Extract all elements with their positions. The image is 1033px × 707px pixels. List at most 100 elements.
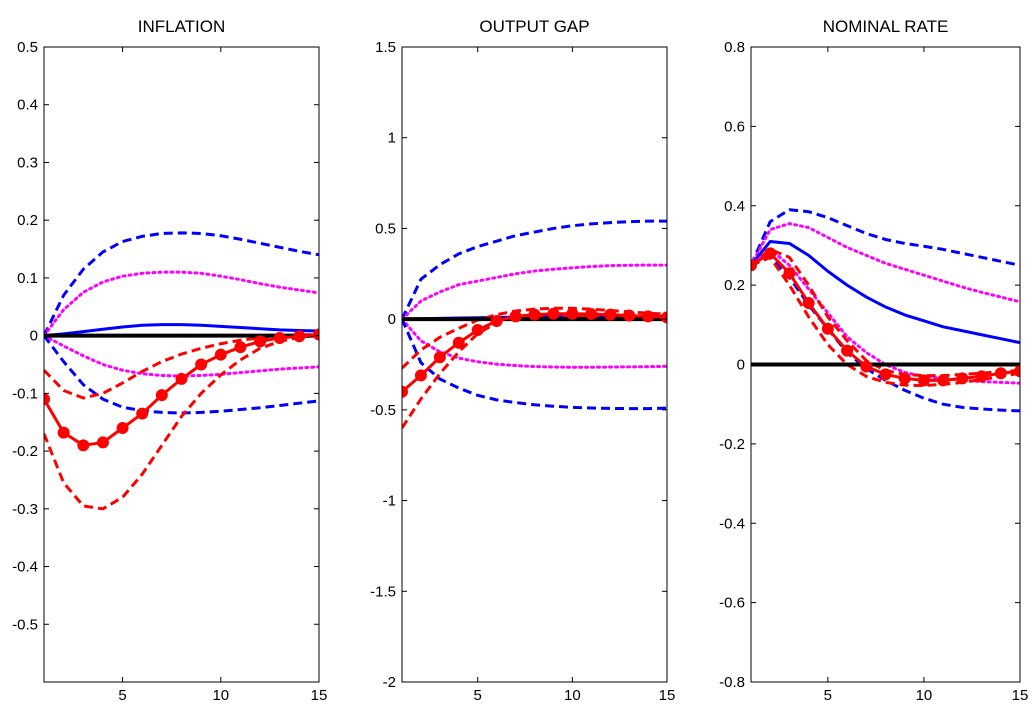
axis-ticks: 5 10 15 -2 -1.5 -1 -0.5 0 0.5 1 1.5 (370, 39, 675, 704)
y-tick-label: 0.5 (375, 220, 396, 237)
data-point-marker (937, 374, 950, 387)
data-point-marker (585, 308, 598, 321)
data-point-marker (136, 407, 149, 420)
data-point-marker (860, 360, 873, 373)
data-point-marker (802, 296, 815, 309)
data-point-marker (1014, 365, 1020, 378)
series-line-1 (751, 208, 1020, 267)
chart-panel-inflation: INFLATION 5 10 15 -0.5 -0.4 -0.3 -0.2 -0.1 0 0.1 0… (12, 17, 327, 704)
x-tick-label: 15 (311, 687, 328, 704)
data-point-marker (917, 374, 930, 387)
y-tick-label: 0.2 (724, 277, 745, 294)
y-tick-label: -0.8 (719, 674, 745, 691)
plot-area (44, 231, 319, 511)
data-point-marker (975, 370, 988, 383)
data-point-marker (293, 330, 306, 343)
y-tick-label: -0.3 (12, 501, 38, 518)
chart-title: INFLATION (138, 17, 226, 36)
data-point-marker (764, 247, 777, 260)
series-line-7 (402, 313, 667, 429)
y-tick-label: -0.2 (12, 443, 38, 460)
y-tick-label: 0 (388, 311, 396, 328)
data-point-marker (898, 372, 911, 385)
axis-ticks: 5 10 15 -0.5 -0.4 -0.3 -0.2 -0.1 0 0.1 0.2 0.3 0.4 0.… (12, 39, 327, 704)
data-point-marker (490, 314, 503, 327)
data-point-marker (841, 344, 854, 357)
data-point-marker (783, 267, 796, 280)
data-point-marker (273, 331, 286, 344)
data-point-marker (57, 426, 70, 439)
y-tick-label: -0.2 (719, 436, 745, 453)
data-point-marker (96, 436, 109, 449)
x-tick-label: 10 (916, 687, 933, 704)
data-point-marker (471, 324, 484, 337)
data-point-marker (234, 341, 247, 354)
series-line-7 (751, 255, 1020, 388)
series-line-2 (751, 222, 1020, 304)
data-point-marker (604, 308, 617, 321)
axes-frame (43, 46, 320, 683)
x-tick-label: 15 (659, 687, 676, 704)
data-point-marker (879, 368, 892, 381)
series-line-1 (44, 231, 319, 337)
data-point-marker (414, 369, 427, 382)
y-tick-label: 1 (388, 130, 396, 147)
data-point-marker (175, 372, 188, 385)
x-tick-label: 10 (212, 687, 229, 704)
y-tick-label: 0 (30, 328, 38, 345)
data-point-marker (566, 307, 579, 320)
y-tick-label: 0.2 (17, 212, 38, 229)
y-tick-label: 0.3 (17, 154, 38, 171)
x-tick-label: 5 (824, 687, 832, 704)
y-tick-label: -0.1 (12, 385, 38, 402)
data-point-marker (402, 385, 408, 398)
y-tick-label: 1.5 (375, 39, 396, 56)
y-tick-label: -0.5 (370, 402, 396, 419)
y-tick-label: -1.5 (370, 583, 396, 600)
x-tick-label: 15 (1012, 687, 1029, 704)
data-point-marker (44, 393, 50, 406)
data-point-marker (528, 308, 541, 321)
series-line-5 (44, 334, 319, 415)
data-point-marker (642, 310, 655, 323)
axes-frame (401, 46, 668, 683)
data-point-marker (433, 351, 446, 364)
chart-title: OUTPUT GAP (479, 17, 589, 36)
x-tick-label: 5 (474, 687, 482, 704)
data-point-marker (214, 348, 227, 361)
y-tick-label: 0.8 (724, 39, 745, 56)
series-line-3 (44, 323, 319, 338)
chart-title: NOMINAL RATE (823, 17, 949, 36)
y-tick-label: 0.5 (17, 39, 38, 56)
chart-panel-output-gap: OUTPUT GAP 5 10 15 -2 -1.5 -1 -0.5 0 0.5 1 1.5 (370, 17, 675, 704)
series-line-3 (751, 239, 1020, 345)
data-point-marker (452, 336, 465, 349)
series-line-7 (44, 333, 319, 511)
y-tick-label: 0.1 (17, 270, 38, 287)
data-point-marker (623, 309, 636, 322)
y-tick-label: -2 (383, 674, 396, 691)
series-line-2 (402, 263, 667, 321)
y-tick-label: 0.4 (724, 198, 745, 215)
y-tick-label: -0.5 (12, 616, 38, 633)
y-tick-label: 0 (737, 357, 745, 374)
data-point-marker (547, 307, 560, 320)
plot-area (402, 219, 667, 429)
data-point-marker (313, 328, 319, 341)
series-line-2 (44, 270, 319, 338)
data-point-marker (195, 358, 208, 371)
data-point-marker (509, 310, 522, 323)
chart-panel-nominal-rate: NOMINAL RATE 5 10 15 -0.8 -0.6 -0.4 -0.2 0 0.2 0.… (719, 17, 1028, 704)
axis-ticks: 5 10 15 -0.8 -0.6 -0.4 -0.2 0 0.2 0.4 0.6 0.8 (719, 39, 1028, 704)
series-line-5 (402, 318, 667, 411)
series-line-6 (44, 332, 319, 400)
x-tick-label: 5 (118, 687, 126, 704)
series-line-1 (402, 219, 667, 320)
y-tick-label: 0.4 (17, 97, 38, 114)
x-tick-label: 10 (564, 687, 581, 704)
data-point-marker (956, 372, 969, 385)
data-point-marker (821, 322, 834, 335)
data-point-marker (77, 439, 90, 452)
